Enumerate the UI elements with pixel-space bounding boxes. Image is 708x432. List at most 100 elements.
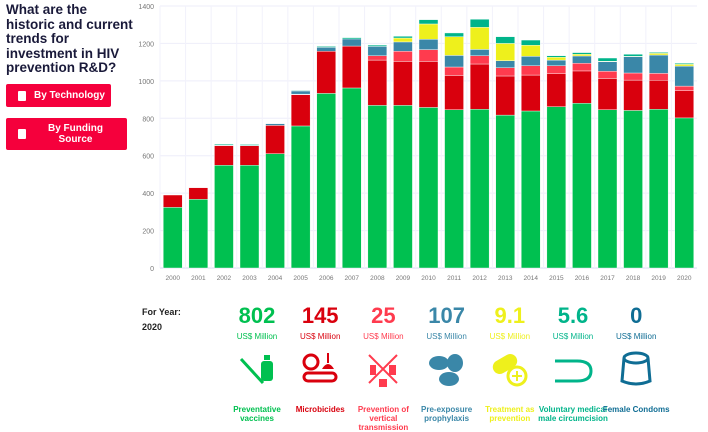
bar-segment-preventative-vaccines[interactable] <box>189 199 208 268</box>
bar-segment-preventative-vaccines[interactable] <box>649 109 668 268</box>
bar-segment-prevention-of-vertical-transmission[interactable] <box>572 63 591 71</box>
bar-segment-microbicides[interactable] <box>240 146 259 165</box>
bar-segment-preventative-vaccines[interactable] <box>240 165 259 268</box>
bar-segment-voluntary-medical-male-circumcision[interactable] <box>419 20 438 24</box>
bar-segment-microbicides[interactable] <box>624 80 643 110</box>
bar-segment-prevention-of-vertical-transmission[interactable] <box>649 73 668 80</box>
bar-segment-pre-exposure-prophylaxis[interactable] <box>419 39 438 49</box>
bar-segment-microbicides[interactable] <box>393 61 412 105</box>
bar-segment-preventative-vaccines[interactable] <box>317 93 336 268</box>
bar-segment-voluntary-medical-male-circumcision[interactable] <box>598 58 617 61</box>
bar-segment-microbicides[interactable] <box>266 125 285 153</box>
bar-segment-pre-exposure-prophylaxis[interactable] <box>266 124 285 126</box>
bar-segment-prevention-of-vertical-transmission[interactable] <box>496 68 515 76</box>
bar-segment-prevention-of-vertical-transmission[interactable] <box>419 50 438 62</box>
bar-segment-microbicides[interactable] <box>521 75 540 111</box>
bar-segment-pre-exposure-prophylaxis[interactable] <box>547 60 566 66</box>
bar-segment-microbicides[interactable] <box>342 46 361 88</box>
bar-segment-preventative-vaccines[interactable] <box>470 109 489 268</box>
bar-segment-voluntary-medical-male-circumcision[interactable] <box>393 36 412 38</box>
bar-segment-preventative-vaccines[interactable] <box>675 118 694 268</box>
bar-segment-pre-exposure-prophylaxis[interactable] <box>317 47 336 51</box>
bar-segment-voluntary-medical-male-circumcision[interactable] <box>214 144 233 145</box>
bar-segment-voluntary-medical-male-circumcision[interactable] <box>291 90 310 91</box>
bar-segment-prevention-of-vertical-transmission[interactable] <box>521 66 540 75</box>
bar-segment-pre-exposure-prophylaxis[interactable] <box>393 42 412 51</box>
bar-segment-pre-exposure-prophylaxis[interactable] <box>342 39 361 46</box>
bar-segment-voluntary-medical-male-circumcision[interactable] <box>649 52 668 53</box>
bar-segment-prevention-of-vertical-transmission[interactable] <box>393 51 412 61</box>
bar-segment-prevention-of-vertical-transmission[interactable] <box>675 86 694 91</box>
bar-segment-microbicides[interactable] <box>419 61 438 107</box>
bar-segment-prevention-of-vertical-transmission[interactable] <box>445 67 464 75</box>
bar-segment-prevention-of-vertical-transmission[interactable] <box>624 73 643 80</box>
bar-segment-microbicides[interactable] <box>163 195 182 207</box>
bar-segment-preventative-vaccines[interactable] <box>291 126 310 268</box>
bar-segment-preventative-vaccines[interactable] <box>445 110 464 268</box>
bar-segment-pre-exposure-prophylaxis[interactable] <box>675 66 694 86</box>
bar-segment-preventative-vaccines[interactable] <box>598 110 617 268</box>
bar-segment-microbicides[interactable] <box>470 64 489 109</box>
bar-segment-preventative-vaccines[interactable] <box>214 165 233 268</box>
bar-segment-microbicides[interactable] <box>368 60 387 105</box>
bar-segment-microbicides[interactable] <box>649 80 668 109</box>
bar-segment-pre-exposure-prophylaxis[interactable] <box>368 46 387 55</box>
bar-segment-preventative-vaccines[interactable] <box>547 107 566 268</box>
bar-segment-prevention-of-vertical-transmission[interactable] <box>547 66 566 74</box>
bar-segment-treatment-as-prevention[interactable] <box>470 27 489 49</box>
bar-segment-treatment-as-prevention[interactable] <box>521 45 540 56</box>
bar-segment-voluntary-medical-male-circumcision[interactable] <box>572 53 591 55</box>
bar-segment-voluntary-medical-male-circumcision[interactable] <box>240 144 259 145</box>
bar-segment-microbicides[interactable] <box>496 76 515 115</box>
bar-segment-preventative-vaccines[interactable] <box>419 107 438 268</box>
bar-segment-preventative-vaccines[interactable] <box>266 154 285 268</box>
bar-segment-treatment-as-prevention[interactable] <box>393 38 412 42</box>
bar-segment-microbicides[interactable] <box>317 51 336 93</box>
bar-segment-microbicides[interactable] <box>675 91 694 118</box>
bar-segment-voluntary-medical-male-circumcision[interactable] <box>675 63 694 64</box>
bar-segment-microbicides[interactable] <box>291 95 310 126</box>
bar-segment-pre-exposure-prophylaxis[interactable] <box>470 49 489 55</box>
bar-segment-voluntary-medical-male-circumcision[interactable] <box>317 46 336 47</box>
bar-segment-treatment-as-prevention[interactable] <box>572 54 591 56</box>
bar-segment-voluntary-medical-male-circumcision[interactable] <box>445 33 464 37</box>
bar-segment-microbicides[interactable] <box>572 71 591 103</box>
bar-segment-pre-exposure-prophylaxis[interactable] <box>496 61 515 68</box>
bar-segment-treatment-as-prevention[interactable] <box>675 64 694 66</box>
bar-segment-pre-exposure-prophylaxis[interactable] <box>521 56 540 65</box>
bar-segment-voluntary-medical-male-circumcision[interactable] <box>368 45 387 46</box>
bar-segment-treatment-as-prevention[interactable] <box>419 24 438 39</box>
bar-segment-pre-exposure-prophylaxis[interactable] <box>598 62 617 72</box>
bar-segment-preventative-vaccines[interactable] <box>368 105 387 268</box>
bar-segment-pre-exposure-prophylaxis[interactable] <box>572 56 591 63</box>
bar-segment-microbicides[interactable] <box>547 74 566 107</box>
bar-segment-voluntary-medical-male-circumcision[interactable] <box>547 56 566 57</box>
bar-segment-treatment-as-prevention[interactable] <box>649 53 668 55</box>
bar-segment-preventative-vaccines[interactable] <box>572 103 591 268</box>
bar-segment-prevention-of-vertical-transmission[interactable] <box>368 56 387 60</box>
bar-segment-voluntary-medical-male-circumcision[interactable] <box>624 54 643 56</box>
bar-segment-preventative-vaccines[interactable] <box>393 105 412 268</box>
bar-segment-pre-exposure-prophylaxis[interactable] <box>649 55 668 73</box>
bar-segment-preventative-vaccines[interactable] <box>624 110 643 268</box>
bar-segment-microbicides[interactable] <box>598 78 617 109</box>
bar-segment-prevention-of-vertical-transmission[interactable] <box>598 71 617 78</box>
bar-segment-preventative-vaccines[interactable] <box>496 115 515 268</box>
bar-segment-microbicides[interactable] <box>445 75 464 109</box>
bar-segment-voluntary-medical-male-circumcision[interactable] <box>342 38 361 39</box>
bar-segment-pre-exposure-prophylaxis[interactable] <box>291 91 310 94</box>
bar-segment-preventative-vaccines[interactable] <box>521 111 540 268</box>
bar-segment-preventative-vaccines[interactable] <box>163 207 182 268</box>
bar-segment-voluntary-medical-male-circumcision[interactable] <box>496 37 515 44</box>
bar-segment-pre-exposure-prophylaxis[interactable] <box>445 55 464 67</box>
bar-segment-treatment-as-prevention[interactable] <box>496 43 515 60</box>
bar-segment-microbicides[interactable] <box>214 146 233 166</box>
bar-segment-treatment-as-prevention[interactable] <box>547 57 566 60</box>
bar-segment-voluntary-medical-male-circumcision[interactable] <box>521 40 540 45</box>
bar-segment-microbicides[interactable] <box>189 188 208 200</box>
bar-segment-treatment-as-prevention[interactable] <box>445 37 464 56</box>
bar-segment-preventative-vaccines[interactable] <box>342 88 361 268</box>
bar-segment-pre-exposure-prophylaxis[interactable] <box>624 57 643 73</box>
bar-segment-voluntary-medical-male-circumcision[interactable] <box>470 19 489 27</box>
bar-segment-prevention-of-vertical-transmission[interactable] <box>470 56 489 64</box>
